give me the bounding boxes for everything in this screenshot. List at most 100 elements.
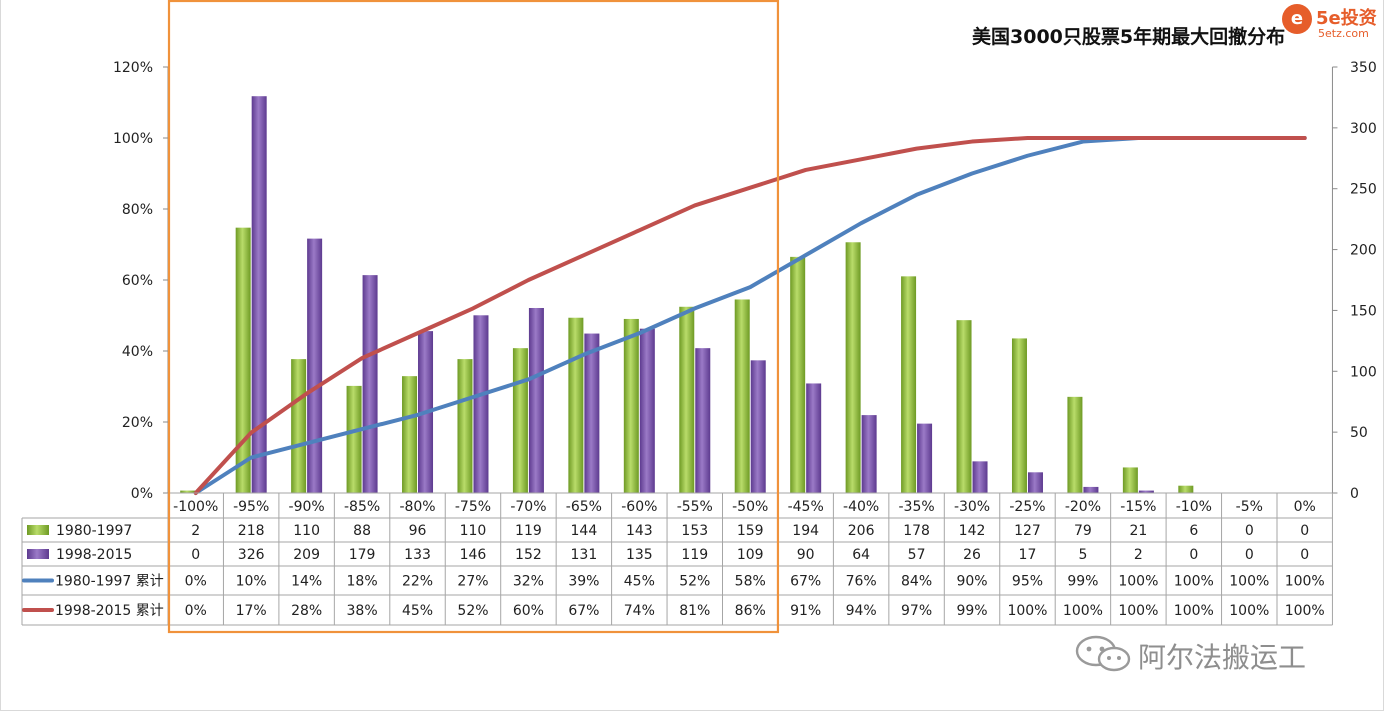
right-axis-tick-label: 0 [1350,486,1359,502]
table-cell: 0% [185,603,207,619]
x-category-label: -60% [621,499,657,515]
table-cell: 6 [1189,523,1198,539]
table-cell: 326 [238,547,265,563]
x-category-label: -35% [898,499,934,515]
table-cell: 110 [460,523,487,539]
left-axis-tick-label: 40% [122,344,153,360]
bar-1980-1997 [956,320,972,493]
x-category-label: -80% [399,499,435,515]
table-cell: 90 [797,547,815,563]
table-cell: 79 [1074,523,1092,539]
table-cell: 142 [959,523,986,539]
bar-1998-2015 [750,360,766,493]
table-cell: 100% [1229,574,1269,590]
table-cell: 179 [349,547,376,563]
legend-swatch-1998-2015 [27,549,49,559]
bar-1980-1997 [291,359,307,493]
legend-label: 1998-2015 [56,547,132,563]
legend-label: 1980-1997 [56,523,132,539]
bar-1998-2015 [1027,472,1043,493]
table-cell: 38% [347,603,378,619]
brand-logo: e 5e投资 5etz.com [1282,4,1382,44]
table-cell: 95% [1012,574,1043,590]
bar-1998-2015 [917,423,933,493]
table-cell: 218 [238,523,265,539]
right-axis-tick-label: 300 [1350,121,1377,137]
left-axis-tick-label: 20% [122,415,153,431]
left-axis-tick-label: 120% [113,60,153,76]
logo-icon: e [1282,4,1312,34]
x-category-label: -15% [1120,499,1156,515]
table-cell: 84% [901,574,932,590]
bar-1980-1997 [790,256,806,493]
table-cell: 28% [291,603,322,619]
right-axis-tick-label: 200 [1350,243,1377,259]
table-cell: 18% [347,574,378,590]
table-cell: 52% [679,574,710,590]
logo-brand-text: 5e投资 [1316,8,1377,29]
legend-label: 1980-1997 累计 [55,574,164,590]
right-axis-tick-label: 350 [1350,60,1377,76]
table-cell: 58% [735,574,766,590]
x-category-label: -65% [566,499,602,515]
table-cell: 206 [848,523,875,539]
table-cell: 194 [792,523,819,539]
table-cell: 100% [1007,603,1047,619]
left-axis-tick-label: 80% [122,202,153,218]
x-category-label: -5% [1236,499,1263,515]
table-cell: 99% [1067,574,1098,590]
left-axis-tick-label: 60% [122,273,153,289]
table-cell: 143 [626,523,653,539]
table-cell: 88 [353,523,371,539]
table-cell: 100% [1118,574,1158,590]
table-cell: 0% [185,574,207,590]
bar-1998-2015 [972,461,988,493]
table-cell: 67% [568,603,599,619]
table-cell: 17 [1019,547,1037,563]
bar-1980-1997 [402,376,418,493]
bar-1998-2015 [695,348,711,493]
watermark-text: 阿尔法搬运工 [1138,641,1307,674]
table-cell: 94% [846,603,877,619]
bar-1980-1997 [1122,467,1138,493]
bar-1998-2015 [584,333,600,493]
table-cell: 100% [1174,574,1214,590]
logo-url-text: 5etz.com [1318,27,1369,40]
legend-swatch-1980-1997 [27,525,49,535]
x-category-label: -20% [1065,499,1101,515]
bar-1980-1997 [457,359,473,493]
bar-1980-1997 [1178,485,1194,493]
x-category-label: 0% [1294,499,1316,515]
bar-1998-2015 [307,238,323,493]
table-cell: 0 [1189,547,1198,563]
table-cell: 144 [571,523,598,539]
x-category-label: -85% [344,499,380,515]
table-cell: 159 [737,523,764,539]
x-category-label: -10% [1176,499,1212,515]
right-axis-tick-label: 50 [1350,425,1368,441]
bar-1998-2015 [251,96,267,493]
table-cell: 21 [1129,523,1147,539]
x-category-label: -90% [289,499,325,515]
table-cell: 0 [1300,523,1309,539]
line-1998-2015-cumulative [193,136,1307,495]
table-cell: 10% [236,574,267,590]
table-cell: 96 [409,523,427,539]
table-cell: 152 [515,547,542,563]
table-cell: 45% [624,574,655,590]
table-cell: 0 [191,547,200,563]
x-category-label: -40% [843,499,879,515]
table-cell: 109 [737,547,764,563]
table-cell: 81% [679,603,710,619]
table-cell: 209 [293,547,320,563]
bar-1980-1997 [512,348,528,493]
table-cell: 100% [1174,603,1214,619]
table-cell: 26 [963,547,981,563]
table-cell: 74% [624,603,655,619]
table-cell: 100% [1118,603,1158,619]
table-cell: 153 [681,523,708,539]
table-cell: 76% [846,574,877,590]
bar-1980-1997 [235,227,251,494]
table-cell: 100% [1285,574,1325,590]
